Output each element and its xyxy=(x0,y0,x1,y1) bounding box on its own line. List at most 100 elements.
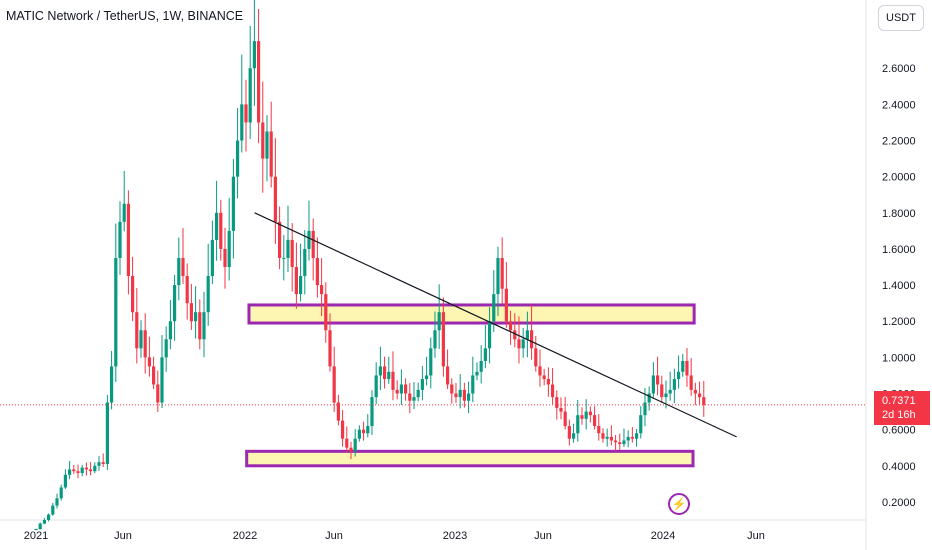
candles-layer xyxy=(34,0,706,531)
candle-body xyxy=(34,529,38,531)
price-tick-label: 1.2000 xyxy=(882,316,916,328)
candle-body xyxy=(319,285,324,295)
candle-body xyxy=(235,140,240,177)
candle-body xyxy=(466,393,471,401)
candle-body xyxy=(613,440,618,443)
candle-body xyxy=(68,469,72,475)
candle-body xyxy=(277,221,282,258)
candle-body xyxy=(584,411,588,419)
candle-body xyxy=(525,330,529,340)
candle-body xyxy=(403,384,408,394)
candle-body xyxy=(214,212,219,240)
candle-body xyxy=(332,366,336,403)
candle-body xyxy=(475,371,479,376)
candle-body xyxy=(508,321,513,331)
candle-body xyxy=(576,415,580,434)
candle-body xyxy=(580,415,584,419)
trendline[interactable] xyxy=(254,212,737,438)
time-axis[interactable]: 2021 Jun 2022 Jun 2023 Jun 2024 Jun xyxy=(24,530,765,542)
candle-body xyxy=(550,384,555,398)
price-tick-label: 1.4000 xyxy=(882,280,916,292)
candle-body xyxy=(118,221,122,258)
candle-body xyxy=(219,212,223,249)
candle-body xyxy=(634,433,639,439)
candle-body xyxy=(72,469,76,472)
candle-body xyxy=(391,371,395,390)
candle-body xyxy=(328,330,332,367)
candle-body xyxy=(252,41,256,69)
candle-body xyxy=(399,384,403,394)
currency-button[interactable]: USDT xyxy=(878,5,924,31)
candle-body xyxy=(47,514,51,520)
price-tick-label: 1.6000 xyxy=(882,244,916,256)
candle-body xyxy=(496,257,500,295)
time-tick-label: Jun xyxy=(325,530,343,542)
candle-body xyxy=(336,402,340,421)
candle-body xyxy=(357,429,361,439)
candle-body xyxy=(437,312,441,331)
candle-body xyxy=(156,384,160,403)
candle-body xyxy=(571,433,576,439)
candle-body xyxy=(189,303,193,322)
candle-body xyxy=(639,415,643,434)
candle-body xyxy=(420,379,424,390)
candle-body xyxy=(160,357,164,403)
candle-body xyxy=(80,467,84,474)
candle-body xyxy=(349,447,353,452)
candle-body xyxy=(248,68,252,123)
price-tick-label: 2.4000 xyxy=(882,99,916,111)
candle-body xyxy=(198,312,202,340)
candle-body xyxy=(567,426,571,439)
candle-body xyxy=(223,248,227,268)
candle-body xyxy=(340,420,345,439)
candle-body xyxy=(172,285,177,322)
lightning-bolt-icon[interactable]: ⚡ xyxy=(668,493,690,515)
candle-body xyxy=(353,438,357,452)
candle-body xyxy=(517,339,521,349)
time-tick-label: Jun xyxy=(534,530,552,542)
candle-body xyxy=(513,330,517,340)
candle-body xyxy=(55,498,59,506)
candle-body xyxy=(147,357,151,367)
candle-body xyxy=(324,294,328,331)
candle-body xyxy=(681,360,685,372)
candle-body xyxy=(702,397,706,405)
candle-body xyxy=(504,288,508,322)
candle-body xyxy=(38,523,42,530)
candle-body xyxy=(114,257,118,367)
candle-body xyxy=(265,131,269,159)
candle-body xyxy=(168,321,172,340)
candle-body xyxy=(93,465,97,472)
candle-body xyxy=(273,176,277,222)
candle-body xyxy=(240,104,244,141)
candle-body xyxy=(622,440,626,445)
candle-body xyxy=(416,389,420,398)
price-tick-label: 0.6000 xyxy=(882,425,916,437)
candle-body xyxy=(412,397,416,401)
price-tick-label: 1.8000 xyxy=(882,208,916,220)
candle-body xyxy=(450,384,454,394)
candle-body xyxy=(151,366,156,385)
candle-body xyxy=(181,257,185,277)
candle-body xyxy=(101,462,105,464)
candle-body xyxy=(345,438,349,448)
candle-body xyxy=(546,379,550,385)
candle-body xyxy=(643,402,647,416)
zone-box-1[interactable] xyxy=(245,449,695,468)
candle-body xyxy=(307,230,311,249)
candle-body xyxy=(538,366,542,376)
candle-body xyxy=(651,375,655,394)
candle-body xyxy=(210,239,214,277)
candle-body xyxy=(130,276,135,313)
candle-body xyxy=(366,426,370,434)
candle-body xyxy=(164,339,168,358)
candle-body xyxy=(655,375,660,385)
candle-body xyxy=(361,429,366,434)
candle-body xyxy=(395,389,399,394)
candle-body xyxy=(555,397,559,408)
candle-body xyxy=(89,469,93,472)
time-tick-label: 2023 xyxy=(443,530,467,542)
candle-body xyxy=(139,330,143,349)
